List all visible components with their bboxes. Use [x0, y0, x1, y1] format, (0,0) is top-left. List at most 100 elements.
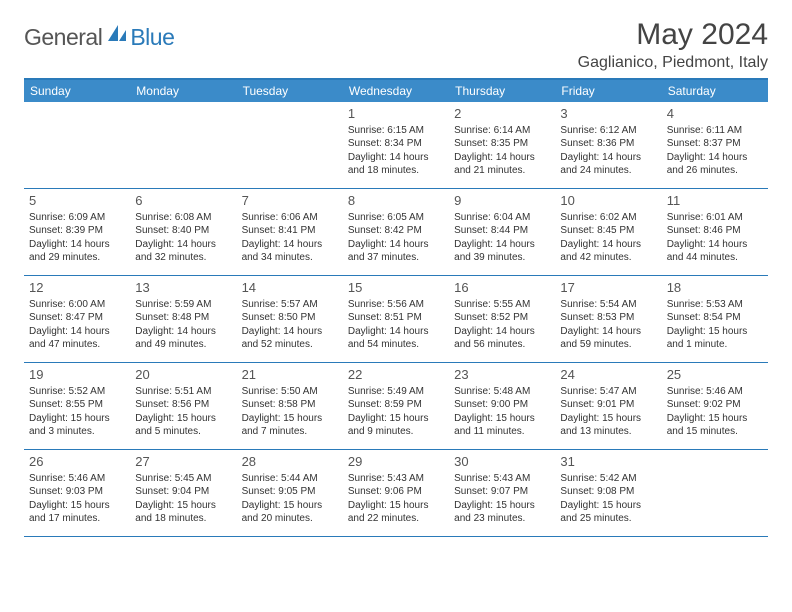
day-number: 16 [454, 279, 550, 297]
day-detail-day1: Daylight: 14 hours [29, 238, 125, 252]
day-number: 23 [454, 366, 550, 384]
location-text: Gaglianico, Piedmont, Italy [578, 54, 768, 72]
day-detail-sunset: Sunset: 8:40 PM [135, 224, 231, 238]
day-number: 21 [242, 366, 338, 384]
day-cell: 31Sunrise: 5:42 AMSunset: 9:08 PMDayligh… [555, 450, 661, 536]
day-detail-day2: and 44 minutes. [667, 251, 763, 265]
day-cell: 21Sunrise: 5:50 AMSunset: 8:58 PMDayligh… [237, 363, 343, 449]
day-detail-day1: Daylight: 14 hours [560, 238, 656, 252]
day-number: 1 [348, 105, 444, 123]
day-detail-day2: and 3 minutes. [29, 425, 125, 439]
day-detail-sunset: Sunset: 8:37 PM [667, 137, 763, 151]
day-cell [130, 102, 236, 188]
weekday-header: Tuesday [237, 80, 343, 102]
day-cell: 12Sunrise: 6:00 AMSunset: 8:47 PMDayligh… [24, 276, 130, 362]
week-row: 5Sunrise: 6:09 AMSunset: 8:39 PMDaylight… [24, 189, 768, 276]
day-detail-sunset: Sunset: 8:45 PM [560, 224, 656, 238]
day-detail-day2: and 49 minutes. [135, 338, 231, 352]
day-number: 7 [242, 192, 338, 210]
day-number: 22 [348, 366, 444, 384]
day-cell: 17Sunrise: 5:54 AMSunset: 8:53 PMDayligh… [555, 276, 661, 362]
day-number: 30 [454, 453, 550, 471]
day-detail-day1: Daylight: 15 hours [560, 412, 656, 426]
day-cell: 6Sunrise: 6:08 AMSunset: 8:40 PMDaylight… [130, 189, 236, 275]
day-detail-sunset: Sunset: 8:52 PM [454, 311, 550, 325]
day-detail-day2: and 21 minutes. [454, 164, 550, 178]
day-detail-day2: and 37 minutes. [348, 251, 444, 265]
day-detail-day2: and 52 minutes. [242, 338, 338, 352]
weekday-header: Monday [130, 80, 236, 102]
day-number: 19 [29, 366, 125, 384]
day-detail-sunset: Sunset: 8:48 PM [135, 311, 231, 325]
day-detail-sunrise: Sunrise: 6:11 AM [667, 124, 763, 138]
day-detail-sunset: Sunset: 9:02 PM [667, 398, 763, 412]
day-detail-day2: and 18 minutes. [348, 164, 444, 178]
day-number: 9 [454, 192, 550, 210]
day-detail-day2: and 56 minutes. [454, 338, 550, 352]
day-detail-day1: Daylight: 14 hours [454, 151, 550, 165]
weeks-container: 1Sunrise: 6:15 AMSunset: 8:34 PMDaylight… [24, 102, 768, 537]
day-detail-sunset: Sunset: 8:58 PM [242, 398, 338, 412]
day-detail-sunset: Sunset: 8:46 PM [667, 224, 763, 238]
logo-sail-icon [106, 23, 128, 48]
day-number: 29 [348, 453, 444, 471]
day-cell: 9Sunrise: 6:04 AMSunset: 8:44 PMDaylight… [449, 189, 555, 275]
day-detail-sunset: Sunset: 8:41 PM [242, 224, 338, 238]
day-detail-day2: and 13 minutes. [560, 425, 656, 439]
day-number: 28 [242, 453, 338, 471]
week-row: 26Sunrise: 5:46 AMSunset: 9:03 PMDayligh… [24, 450, 768, 537]
day-detail-day1: Daylight: 14 hours [454, 238, 550, 252]
day-detail-sunset: Sunset: 8:36 PM [560, 137, 656, 151]
day-number: 8 [348, 192, 444, 210]
day-detail-day2: and 54 minutes. [348, 338, 444, 352]
day-cell: 20Sunrise: 5:51 AMSunset: 8:56 PMDayligh… [130, 363, 236, 449]
day-cell [662, 450, 768, 536]
day-number: 2 [454, 105, 550, 123]
day-detail-sunrise: Sunrise: 6:14 AM [454, 124, 550, 138]
day-detail-sunset: Sunset: 8:42 PM [348, 224, 444, 238]
day-detail-day2: and 5 minutes. [135, 425, 231, 439]
day-detail-sunrise: Sunrise: 5:55 AM [454, 298, 550, 312]
day-detail-sunrise: Sunrise: 5:43 AM [454, 472, 550, 486]
day-number: 11 [667, 192, 763, 210]
day-detail-day1: Daylight: 14 hours [454, 325, 550, 339]
day-cell: 23Sunrise: 5:48 AMSunset: 9:00 PMDayligh… [449, 363, 555, 449]
day-detail-day1: Daylight: 15 hours [135, 412, 231, 426]
day-detail-day2: and 17 minutes. [29, 512, 125, 526]
header: General Blue May 2024 Gaglianico, Piedmo… [24, 18, 768, 72]
day-detail-sunset: Sunset: 8:47 PM [29, 311, 125, 325]
day-number: 18 [667, 279, 763, 297]
day-number: 25 [667, 366, 763, 384]
day-cell: 2Sunrise: 6:14 AMSunset: 8:35 PMDaylight… [449, 102, 555, 188]
day-cell: 13Sunrise: 5:59 AMSunset: 8:48 PMDayligh… [130, 276, 236, 362]
day-detail-day2: and 59 minutes. [560, 338, 656, 352]
day-detail-day1: Daylight: 14 hours [135, 325, 231, 339]
day-number: 17 [560, 279, 656, 297]
day-detail-sunrise: Sunrise: 6:05 AM [348, 211, 444, 225]
day-number: 15 [348, 279, 444, 297]
week-row: 1Sunrise: 6:15 AMSunset: 8:34 PMDaylight… [24, 102, 768, 189]
day-number: 31 [560, 453, 656, 471]
day-detail-day1: Daylight: 15 hours [667, 412, 763, 426]
day-cell: 11Sunrise: 6:01 AMSunset: 8:46 PMDayligh… [662, 189, 768, 275]
day-cell: 14Sunrise: 5:57 AMSunset: 8:50 PMDayligh… [237, 276, 343, 362]
day-detail-sunrise: Sunrise: 5:45 AM [135, 472, 231, 486]
day-detail-sunset: Sunset: 8:44 PM [454, 224, 550, 238]
day-detail-day2: and 7 minutes. [242, 425, 338, 439]
day-number: 6 [135, 192, 231, 210]
day-cell [24, 102, 130, 188]
logo-text-general: General [24, 24, 102, 51]
day-detail-sunrise: Sunrise: 5:51 AM [135, 385, 231, 399]
day-detail-day1: Daylight: 14 hours [348, 151, 444, 165]
day-detail-sunrise: Sunrise: 6:04 AM [454, 211, 550, 225]
day-detail-day2: and 47 minutes. [29, 338, 125, 352]
day-cell: 8Sunrise: 6:05 AMSunset: 8:42 PMDaylight… [343, 189, 449, 275]
day-cell: 10Sunrise: 6:02 AMSunset: 8:45 PMDayligh… [555, 189, 661, 275]
day-detail-sunset: Sunset: 8:35 PM [454, 137, 550, 151]
day-detail-sunrise: Sunrise: 6:09 AM [29, 211, 125, 225]
day-number: 26 [29, 453, 125, 471]
day-detail-sunrise: Sunrise: 5:47 AM [560, 385, 656, 399]
weekday-header: Thursday [449, 80, 555, 102]
day-cell [237, 102, 343, 188]
day-detail-sunset: Sunset: 9:01 PM [560, 398, 656, 412]
